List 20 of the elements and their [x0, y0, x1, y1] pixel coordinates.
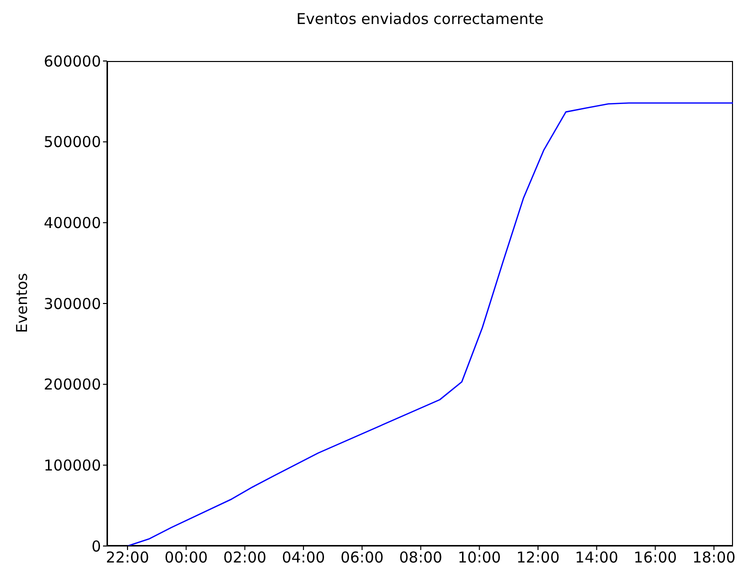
- x-tick-label: 08:00: [399, 548, 442, 566]
- x-tick-label: 16:00: [634, 548, 677, 566]
- y-tick-label: 200000: [44, 376, 101, 394]
- chart-title: Eventos enviados correctamente: [295, 10, 545, 28]
- x-tick-label: 18:00: [692, 548, 736, 566]
- x-tick-label: 22:00: [106, 548, 150, 566]
- x-tick-label: 04:00: [282, 548, 326, 566]
- x-tick-label: 06:00: [340, 548, 384, 566]
- x-tick-label: 10:00: [458, 548, 501, 566]
- y-axis-title: Eventos: [13, 273, 31, 333]
- x-tick-label: 00:00: [164, 548, 208, 566]
- x-tick-label: 14:00: [575, 548, 618, 566]
- y-tick-label: 500000: [44, 133, 101, 152]
- x-tick-label: 12:00: [516, 548, 560, 566]
- y-tick-label: 400000: [44, 214, 101, 232]
- y-tick-label: 0: [91, 537, 101, 556]
- y-tick-label: 600000: [44, 52, 101, 70]
- y-tick-label: 300000: [44, 294, 101, 313]
- x-tick-label: 02:00: [223, 548, 266, 566]
- y-tick-label: 100000: [44, 456, 101, 474]
